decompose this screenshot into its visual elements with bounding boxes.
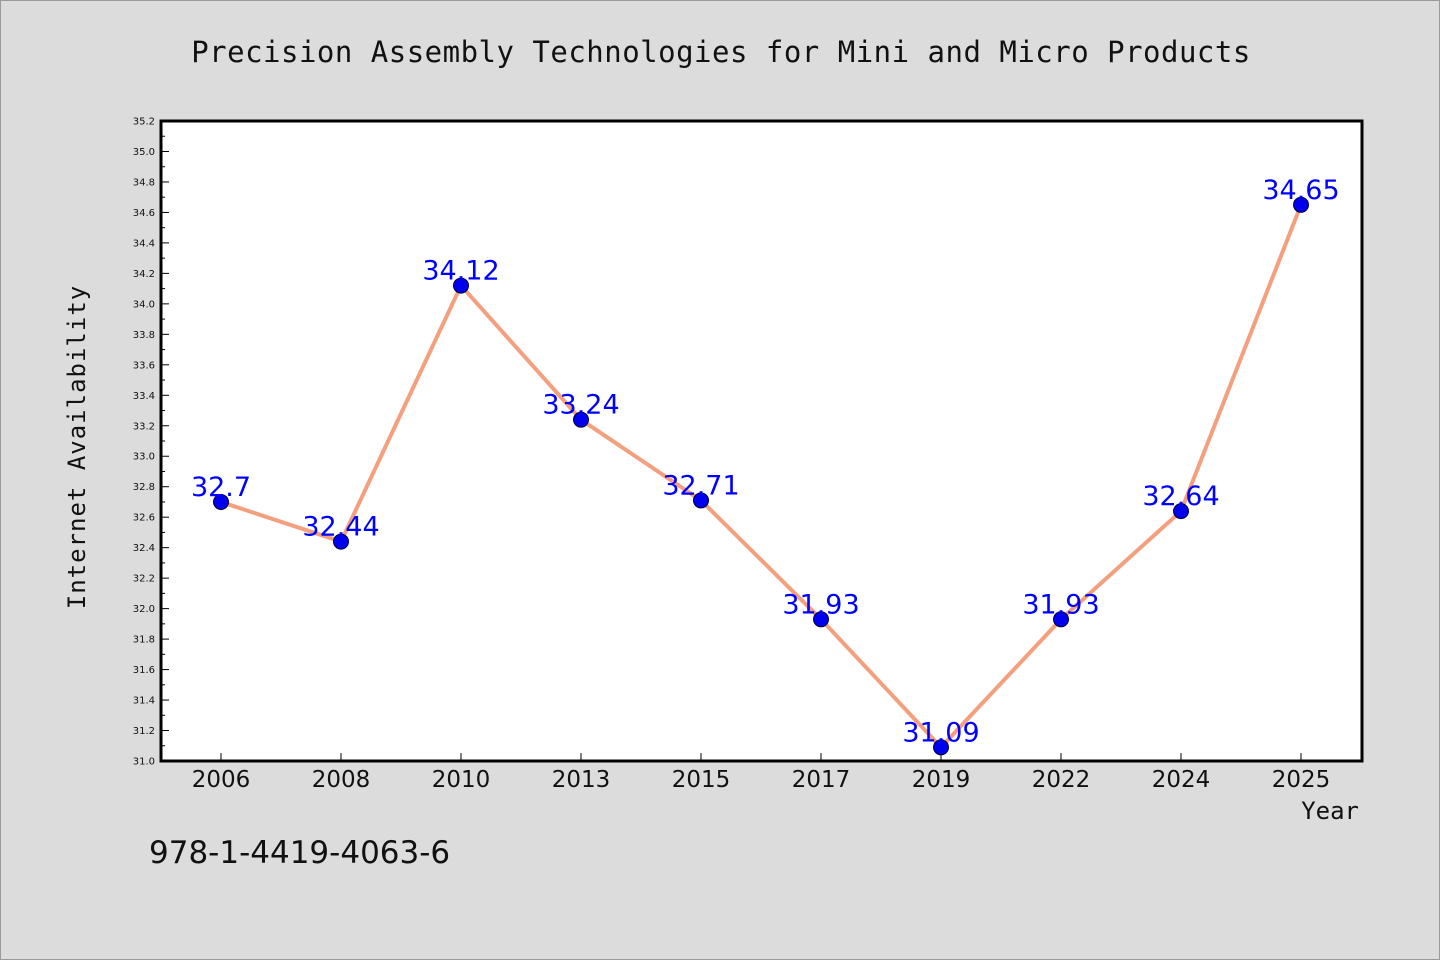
y-tick-label: 33.2: [133, 421, 155, 432]
y-tick-label: 32.4: [133, 543, 155, 554]
data-label: 34.65: [1262, 175, 1339, 206]
isbn-text: 978-1-4419-4063-6: [149, 835, 451, 871]
y-tick-label: 35.0: [133, 147, 155, 158]
data-label: 33.24: [542, 390, 619, 421]
x-tick-label: 2017: [792, 767, 851, 793]
chart-title: Precision Assembly Technologies for Mini…: [191, 35, 1251, 69]
data-point: [333, 533, 349, 550]
x-tick-label: 2022: [1032, 767, 1091, 793]
data-label: 31.09: [902, 717, 979, 748]
y-tick-label: 34.8: [133, 177, 155, 188]
data-label: 32.71: [662, 470, 739, 501]
data-label: 31.93: [782, 589, 859, 620]
y-tick-label: 34.4: [133, 238, 155, 249]
data-label: 32.44: [302, 512, 379, 543]
y-tick-label: 34.6: [133, 208, 155, 219]
x-tick-label: 2010: [432, 767, 491, 793]
x-tick-label: 2015: [672, 767, 731, 793]
x-tick-label: 2008: [312, 767, 371, 793]
y-tick-label: 34.2: [133, 269, 155, 280]
y-tick-label: 32.6: [133, 513, 155, 524]
y-tick-label: 35.2: [133, 117, 155, 128]
data-label: 34.12: [422, 256, 499, 287]
y-tick-label: 33.8: [133, 330, 155, 341]
y-tick-label: 31.4: [133, 696, 155, 707]
y-tick-label: 31.0: [133, 757, 155, 768]
x-tick-label: 2019: [912, 767, 971, 793]
y-axis-label: Internet Availability: [63, 284, 91, 610]
y-tick-label: 32.0: [133, 604, 155, 615]
y-tick-label: 31.2: [133, 726, 155, 737]
x-tick-label: 2013: [552, 767, 611, 793]
y-tick-label: 33.0: [133, 452, 155, 463]
data-point: [213, 493, 229, 510]
series-line: [220, 204, 1303, 750]
x-tick-label: 2025: [1272, 767, 1331, 793]
x-tick-label: 2024: [1152, 767, 1211, 793]
y-tick-label: 34.0: [133, 299, 155, 310]
data-point: [1173, 503, 1189, 520]
y-tick-label: 31.8: [133, 635, 155, 646]
data-point: [693, 492, 709, 509]
data-label: 32.64: [1142, 481, 1219, 512]
data-point: [573, 411, 589, 428]
y-tick-label: 32.2: [133, 574, 155, 585]
y-tick-label: 32.8: [133, 482, 155, 493]
data-label: 31.93: [1022, 589, 1099, 620]
y-tick-label: 33.6: [133, 360, 155, 371]
data-point: [813, 611, 829, 628]
plot-area: [161, 121, 1362, 761]
x-axis-label: Year: [1301, 797, 1359, 825]
data-point: [1053, 611, 1069, 628]
data-label: 32.7: [191, 472, 251, 503]
data-point: [453, 277, 469, 294]
data-point: [1293, 196, 1309, 213]
x-tick-label: 2006: [192, 767, 251, 793]
y-tick-label: 33.4: [133, 391, 155, 402]
y-tick-label: 31.6: [133, 665, 155, 676]
plot-frame: [159, 119, 1364, 763]
data-point: [933, 739, 949, 756]
